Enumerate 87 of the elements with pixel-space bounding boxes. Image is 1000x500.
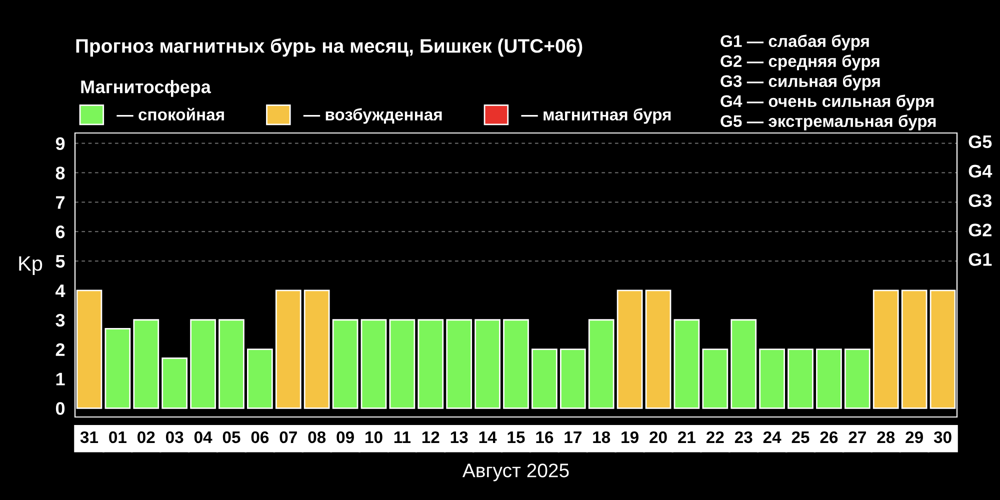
y-tick-label: 2 bbox=[56, 343, 65, 356]
x-tick-label: 09 bbox=[336, 431, 354, 444]
bar bbox=[788, 348, 814, 409]
bar bbox=[275, 290, 302, 409]
legend-label: — возбужденная bbox=[303, 108, 442, 124]
ref-line-label: G1 bbox=[968, 253, 992, 266]
x-tick-label: 25 bbox=[792, 431, 810, 444]
x-tick-label: 22 bbox=[706, 431, 724, 443]
x-tick-label: 24 bbox=[763, 431, 782, 443]
bar bbox=[901, 290, 928, 409]
x-tick-label: 03 bbox=[166, 431, 184, 444]
bar bbox=[503, 319, 529, 409]
bar bbox=[418, 319, 444, 409]
x-tick-label: 26 bbox=[820, 431, 838, 444]
bar bbox=[104, 328, 131, 409]
text: G1 — слабая буря bbox=[720, 34, 869, 50]
y-tick-label: 8 bbox=[56, 166, 65, 180]
bar bbox=[872, 290, 899, 409]
chart-title: Прогноз магнитных бурь на месяц, Бишкек (UTC+06) bbox=[76, 38, 582, 57]
x-tick-label: 08 bbox=[308, 431, 326, 444]
text: G5 — экстремальная буря bbox=[720, 114, 936, 130]
legend-title: Магнитосфера bbox=[81, 80, 212, 97]
bar bbox=[304, 290, 330, 409]
x-tick-label: 02 bbox=[138, 431, 155, 444]
y-tick-label: 4 bbox=[56, 284, 66, 297]
x-tick-label: 04 bbox=[194, 431, 212, 444]
y-tick-label: 0 bbox=[56, 402, 65, 415]
bar bbox=[446, 319, 472, 409]
y-tick-label: 9 bbox=[56, 137, 65, 150]
x-tick-label: 27 bbox=[848, 431, 866, 443]
x-tick-label: 11 bbox=[394, 432, 411, 443]
x-tick-label: 10 bbox=[366, 431, 382, 444]
y-axis-title: Kp bbox=[19, 256, 42, 275]
bar bbox=[844, 348, 870, 409]
x-tick-label: 29 bbox=[906, 431, 923, 444]
text: G2 — средняя буря bbox=[720, 54, 880, 70]
bar bbox=[389, 319, 416, 409]
bar bbox=[616, 290, 643, 409]
bar bbox=[247, 348, 273, 409]
bar bbox=[360, 319, 387, 409]
bar bbox=[474, 319, 500, 409]
x-axis-title: Август 2025 bbox=[462, 464, 569, 482]
x-tick-label: 07 bbox=[280, 431, 297, 444]
bar bbox=[218, 319, 244, 409]
x-tick-label: 30 bbox=[934, 431, 952, 444]
bar bbox=[560, 348, 586, 409]
x-tick-label: 21 bbox=[678, 431, 696, 443]
x-tick-label: 06 bbox=[251, 431, 269, 444]
bar bbox=[674, 319, 700, 409]
x-tick-label: 01 bbox=[109, 431, 126, 444]
x-tick-label: 16 bbox=[536, 431, 554, 444]
y-tick-label: 1 bbox=[56, 372, 65, 386]
x-tick-label: 12 bbox=[422, 431, 440, 443]
x-tick-label: 05 bbox=[222, 431, 240, 444]
y-tick-label: 3 bbox=[56, 314, 65, 327]
ref-line-label: G5 bbox=[968, 135, 992, 148]
y-tick-label: 5 bbox=[56, 255, 65, 268]
ref-line-label: G2 bbox=[968, 224, 992, 236]
bar bbox=[816, 348, 842, 409]
x-tick-label: 15 bbox=[508, 432, 525, 444]
legend-label: — спокойная bbox=[116, 108, 224, 120]
legend-label: — магнитная буря bbox=[521, 108, 671, 124]
text: G3 — сильная буря bbox=[720, 74, 880, 90]
bar bbox=[759, 348, 785, 409]
x-tick-label: 19 bbox=[622, 431, 638, 444]
bar bbox=[645, 290, 672, 409]
x-tick-label: 14 bbox=[479, 432, 497, 443]
x-tick-label: 20 bbox=[650, 431, 667, 444]
bar bbox=[730, 319, 757, 409]
x-tick-label: 28 bbox=[877, 431, 895, 444]
bar bbox=[190, 319, 216, 409]
x-tick-label: 31 bbox=[80, 431, 98, 444]
bar bbox=[332, 319, 358, 409]
ref-line-label: G3 bbox=[968, 194, 992, 208]
y-tick-label: 7 bbox=[56, 196, 64, 209]
x-tick-label: 18 bbox=[593, 431, 610, 444]
bar bbox=[588, 319, 614, 409]
bar bbox=[532, 348, 558, 409]
y-tick-label: 6 bbox=[56, 226, 65, 238]
ref-line-label: G4 bbox=[968, 164, 992, 178]
x-tick-label: 13 bbox=[450, 431, 468, 444]
bar bbox=[133, 319, 160, 409]
x-tick-label: 23 bbox=[734, 431, 752, 444]
bar bbox=[702, 348, 728, 409]
bar bbox=[162, 357, 188, 409]
text: G4 — очень сильная буря bbox=[720, 94, 934, 110]
x-tick-label: 17 bbox=[564, 432, 582, 443]
